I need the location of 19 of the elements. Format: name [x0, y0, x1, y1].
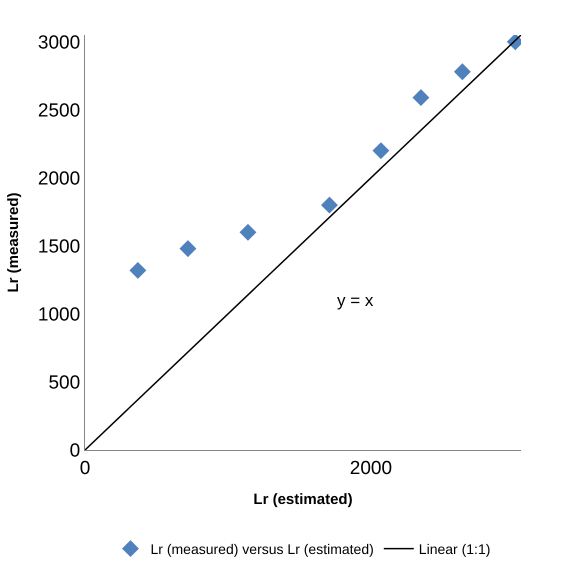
y-tick-label: 2000 [38, 168, 80, 190]
y-tick-label: 500 [48, 372, 80, 394]
y-tick-label: 1000 [38, 304, 80, 326]
point [240, 224, 256, 241]
y-tick-label: 1500 [38, 236, 80, 258]
y-tick-label: 2500 [38, 100, 80, 122]
legend-label: Linear (1:1) [418, 541, 490, 558]
x-axis-title: Lr (estimated) [253, 490, 353, 508]
point [179, 240, 196, 258]
y-tick-label: 3000 [38, 32, 80, 54]
point [372, 142, 390, 160]
point [321, 196, 338, 214]
point [454, 63, 471, 80]
y-axis-title: Lr (measured) [5, 192, 22, 293]
annotation: y = x [337, 291, 374, 310]
point [129, 262, 146, 279]
y-tick-label: 0 [70, 440, 80, 462]
point [412, 89, 430, 106]
legend-label: Lr (measured) versus Lr (estimated) [150, 541, 374, 558]
